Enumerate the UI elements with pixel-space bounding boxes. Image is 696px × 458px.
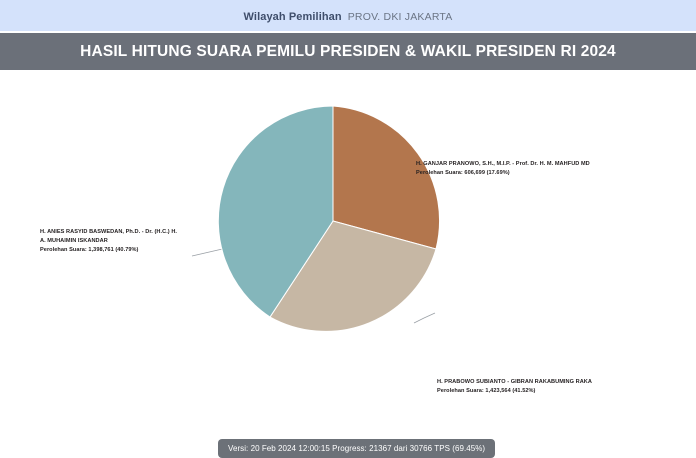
region-banner-value: PROV. DKI JAKARTA [347, 10, 453, 23]
callout-anies-votes: Perolehan Suara: 1,398,761 (40.79%) [40, 247, 139, 254]
callout-anies: H. ANIES RASYID BASWEDAN, Ph.D. - Dr. (H… [40, 228, 177, 256]
page-title: HASIL HITUNG SUARA PEMILU PRESIDEN & WAK… [80, 42, 616, 60]
chart-area: H. ANIES RASYID BASWEDAN, Ph.D. - Dr. (H… [0, 70, 696, 458]
region-banner-inner: Wilayah Pemilihan PROV. DKI JAKARTA [244, 11, 453, 23]
callout-prabowo: H. PRABOWO SUBIANTO - GIBRAN RAKABUMING … [437, 378, 592, 396]
region-banner: Wilayah Pemilihan PROV. DKI JAKARTA [0, 0, 696, 31]
status-badge: Versi: 20 Feb 2024 12:00:15 Progress: 21… [218, 439, 496, 458]
callout-anies-name-line1: H. ANIES RASYID BASWEDAN, Ph.D. - Dr. (H… [40, 229, 178, 235]
pie-slice-anies [217, 105, 334, 318]
pie-slice-ganjar [332, 105, 441, 250]
region-banner-label: Wilayah Pemilihan [243, 10, 342, 23]
callout-ganjar-name-line1: H. GANJAR PRANOWO, S.H., M.I.P. - Prof. … [416, 161, 590, 167]
callout-ganjar: H. GANJAR PRANOWO, S.H., M.I.P. - Prof. … [416, 160, 590, 178]
pie-slice-prabowo [269, 220, 437, 332]
callout-prabowo-name-line1: H. PRABOWO SUBIANTO - GIBRAN RAKABUMING … [437, 379, 592, 385]
callout-anies-name-line2: A. MUHAIMIN ISKANDAR [40, 238, 108, 245]
callout-ganjar-votes: Perolehan Suara: 606,699 (17.69%) [416, 170, 510, 177]
callout-prabowo-votes: Perolehan Suara: 1,423,564 (41.52%) [437, 388, 536, 395]
leader-line-prabowo [413, 312, 436, 324]
pie-chart [191, 105, 441, 332]
page-title-bar: HASIL HITUNG SUARA PEMILU PRESIDEN & WAK… [0, 33, 696, 70]
